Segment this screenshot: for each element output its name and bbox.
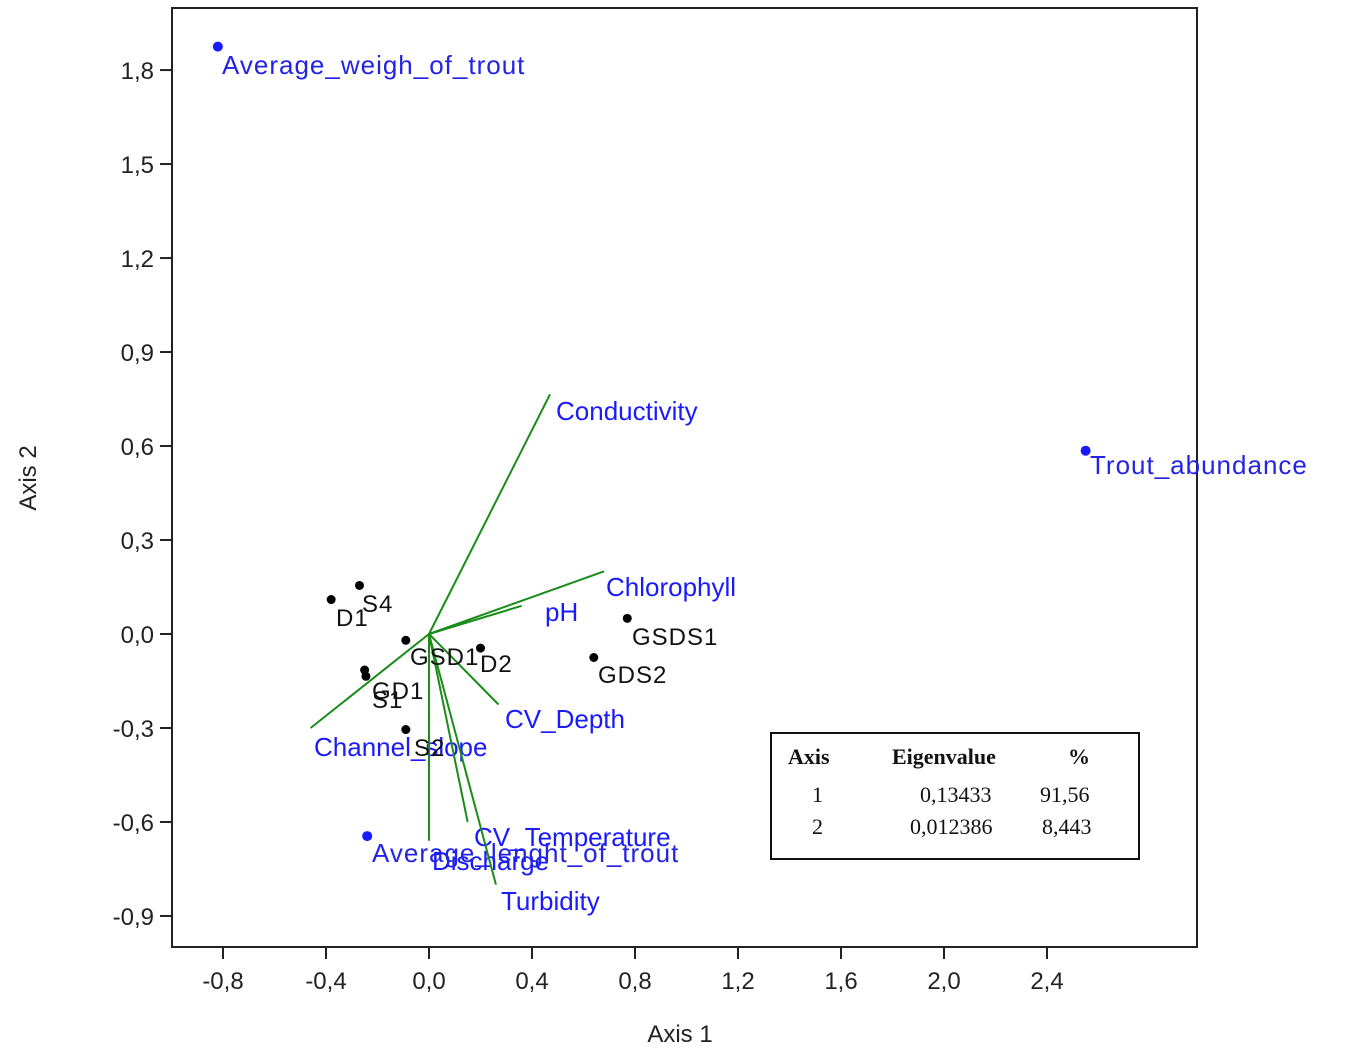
vector-label: CV_Depth bbox=[505, 704, 625, 734]
plot-frame bbox=[171, 7, 1198, 948]
x-axis-title: Axis 1 bbox=[647, 1021, 712, 1048]
y-axis-title: Axis 2 bbox=[15, 445, 42, 510]
y-tick-label: 1,5 bbox=[121, 152, 154, 179]
vector-arrow-line bbox=[428, 570, 605, 635]
y-tick-label: 0,6 bbox=[121, 434, 154, 461]
y-tick-label: 0,0 bbox=[121, 622, 154, 649]
vector-arrow-line bbox=[428, 393, 551, 635]
vector-arrow-line bbox=[309, 633, 430, 729]
table-cell-eigenvalue-1: 0,13433 bbox=[920, 782, 992, 807]
site-label: D2 bbox=[480, 651, 513, 678]
x-tick-label: 2,4 bbox=[1030, 968, 1063, 995]
x-tick-label: 0,8 bbox=[618, 968, 651, 995]
vector-label: Conductivity bbox=[556, 396, 698, 426]
table-cell-percent-2: 8,443 bbox=[1042, 814, 1092, 839]
x-tick-label: 1,2 bbox=[721, 968, 754, 995]
x-tick-label: 0,4 bbox=[515, 968, 548, 995]
site-label: GSDS1 bbox=[632, 624, 718, 651]
x-tick-label: 2,0 bbox=[927, 968, 960, 995]
site-label: GD1 bbox=[372, 678, 424, 705]
species-point bbox=[362, 831, 373, 842]
vector-arrow-line bbox=[428, 633, 497, 885]
y-tick-label: -0,6 bbox=[113, 810, 154, 837]
environmental-vectors: ConductivityChlorophyllpHCV_DepthChannel… bbox=[309, 393, 736, 916]
y-tick-label: 0,9 bbox=[121, 340, 154, 367]
table-cell-percent-1: 91,56 bbox=[1040, 782, 1090, 807]
site-label: S1 bbox=[372, 687, 403, 714]
species-label: Average_weigh_of_trout bbox=[222, 50, 525, 80]
site-point bbox=[361, 671, 371, 681]
site-point bbox=[589, 652, 599, 662]
vector-label: Chlorophyll bbox=[606, 572, 736, 602]
axis-ticks: -0,8 -0,4 0,0 0,4 0,8 1,2 1,6 2,0 2,4 1,8 1,5 1,2 0,… bbox=[113, 58, 1064, 995]
vector-label: pH bbox=[545, 597, 578, 627]
species-points: Average_weigh_of_trout Trout_abundance Ave… bbox=[212, 41, 1308, 868]
x-tick-label: -0,4 bbox=[305, 968, 346, 995]
x-tick-label: 0,0 bbox=[412, 968, 445, 995]
species-point bbox=[1080, 445, 1091, 456]
x-tick-label: -0,8 bbox=[202, 968, 243, 995]
site-point bbox=[401, 635, 411, 645]
y-tick-label: 1,8 bbox=[121, 58, 154, 85]
species-point bbox=[212, 41, 223, 52]
y-tick-label: -0,9 bbox=[113, 904, 154, 931]
vector-arrow-line bbox=[428, 633, 469, 823]
table-cell-eigenvalue-2: 0,012386 bbox=[910, 814, 993, 839]
y-tick-label: -0,3 bbox=[113, 716, 154, 743]
species-label: Trout_abundance bbox=[1090, 450, 1308, 480]
site-label: D1 bbox=[336, 605, 369, 632]
site-point bbox=[476, 643, 485, 653]
eigenvalue-table: Axis Eigenvalue % 1 0,13433 91,56 2 0,01… bbox=[770, 732, 1140, 860]
site-point bbox=[354, 580, 364, 590]
table-header-eigenvalue: Eigenvalue bbox=[892, 744, 996, 769]
site-label: GDS2 bbox=[598, 662, 667, 689]
species-label: Average_lenght_of_trout bbox=[372, 838, 679, 868]
x-tick-label: 1,6 bbox=[824, 968, 857, 995]
table-header-axis: Axis bbox=[788, 744, 830, 769]
vector-arrow-line bbox=[428, 604, 522, 635]
table-header-percent: % bbox=[1068, 744, 1090, 769]
y-tick-label: 1,2 bbox=[121, 246, 154, 273]
vector-label: CV_Temperature bbox=[474, 822, 671, 852]
site-label: S4 bbox=[362, 591, 393, 618]
site-label: S2 bbox=[414, 735, 445, 762]
site-point bbox=[622, 613, 632, 623]
site-point bbox=[326, 595, 336, 605]
site-point bbox=[401, 725, 411, 735]
vector-label: Turbidity bbox=[501, 886, 600, 916]
table-cell-axis-2: 2 bbox=[812, 814, 823, 839]
y-tick-label: 0,3 bbox=[121, 528, 154, 555]
table-cell-axis-1: 1 bbox=[812, 782, 823, 807]
vector-arrow-line bbox=[428, 633, 500, 706]
site-label: GSD1 bbox=[410, 644, 479, 671]
